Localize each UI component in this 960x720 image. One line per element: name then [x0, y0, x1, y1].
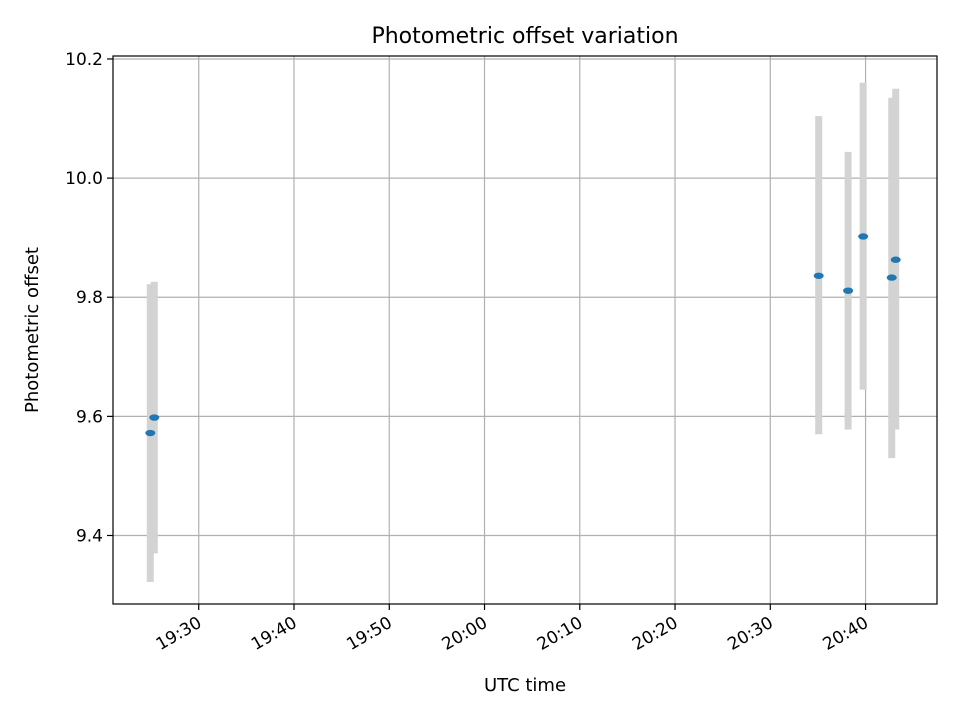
data-point: [149, 414, 160, 421]
data-point: [813, 272, 824, 279]
chart-title: Photometric offset variation: [371, 24, 678, 49]
y-tick-label: 9.6: [76, 407, 103, 427]
data-point: [886, 274, 897, 281]
plot-frame: [112, 55, 938, 605]
data-point: [145, 429, 156, 437]
y-tick-label: 9.8: [76, 288, 103, 308]
y-tick-label: 9.4: [76, 527, 103, 547]
y-axis-label: Photometric offset: [22, 247, 43, 413]
data-point: [858, 233, 869, 240]
x-axis-label: UTC time: [484, 675, 566, 696]
y-tick-label: 10.2: [65, 50, 103, 70]
data-points: [145, 233, 901, 437]
plot-area: [113, 56, 937, 604]
data-point: [890, 256, 901, 263]
y-tick-label: 10.0: [65, 169, 103, 189]
data-point: [843, 287, 854, 294]
